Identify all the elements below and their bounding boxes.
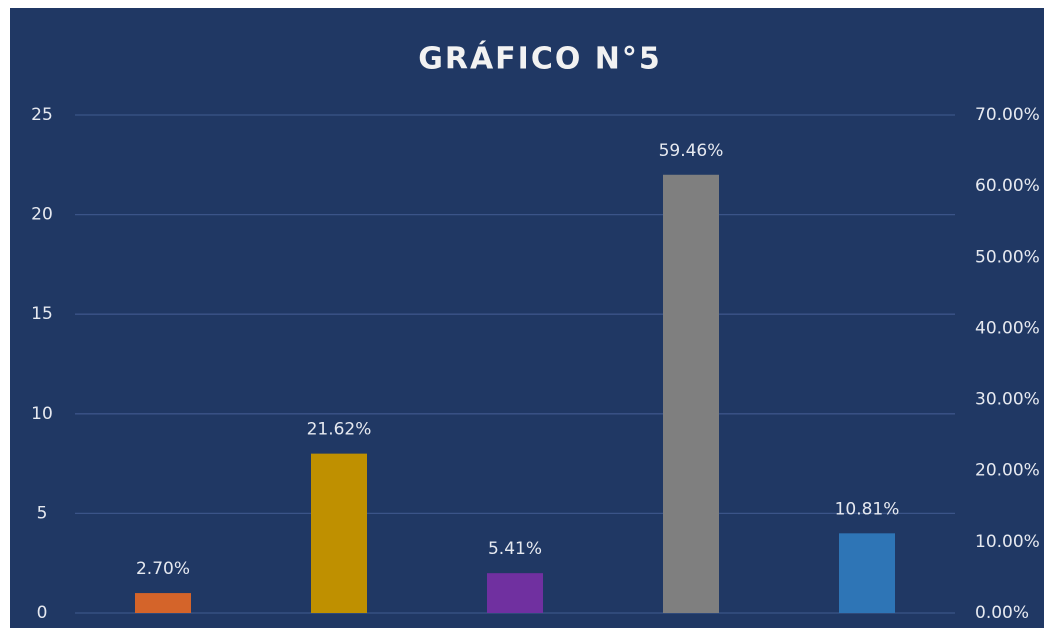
y2-tick-label: 60.00% — [975, 176, 1040, 196]
data-label: 10.81% — [835, 499, 900, 519]
y-tick-label: 20 — [31, 205, 53, 225]
y2-tick-label: 30.00% — [975, 390, 1040, 410]
y2-tick-label: 50.00% — [975, 247, 1040, 267]
bar — [135, 593, 191, 613]
y2-tick-label: 40.00% — [975, 318, 1040, 338]
y2-tick-label: 70.00% — [975, 105, 1040, 125]
data-label: 5.41% — [488, 539, 542, 559]
bar — [663, 174, 719, 613]
chart-background — [10, 8, 1044, 628]
y-tick-label: 0 — [37, 603, 48, 623]
bar — [487, 573, 543, 613]
bar — [839, 533, 895, 613]
data-label: 59.46% — [659, 141, 724, 161]
y-tick-label: 10 — [31, 404, 53, 424]
y2-tick-label: 0.00% — [975, 603, 1029, 623]
data-label: 21.62% — [307, 420, 372, 440]
y-tick-label: 5 — [37, 503, 48, 523]
data-label: 2.70% — [136, 559, 190, 579]
y2-tick-label: 10.00% — [975, 532, 1040, 552]
y-tick-label: 15 — [31, 304, 53, 324]
y2-tick-label: 20.00% — [975, 461, 1040, 481]
bar — [311, 453, 367, 613]
chart-title: GRÁFICO N°5 — [418, 41, 662, 77]
y-tick-label: 25 — [31, 105, 53, 125]
